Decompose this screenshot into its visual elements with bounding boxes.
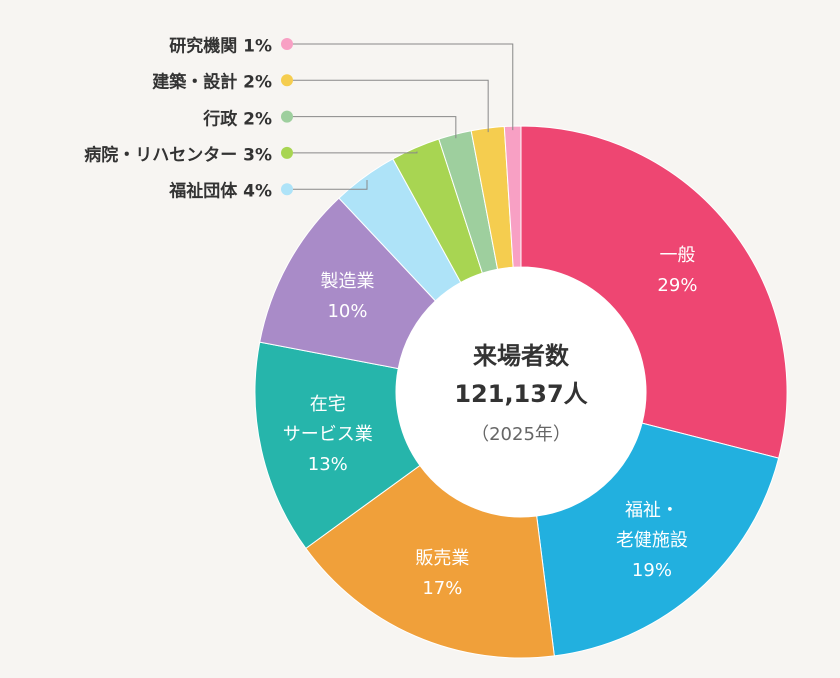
- slice-label: 福祉・ 老健施設 19%: [577, 496, 727, 586]
- slice-value: 13%: [307, 454, 348, 476]
- slice-value: 1%: [243, 36, 272, 57]
- slice-label: 製造業 10%: [272, 267, 422, 327]
- legend-dot: [281, 146, 293, 159]
- leader-line: [293, 43, 514, 131]
- slice-value: 17%: [422, 577, 463, 599]
- legend-dot: [281, 38, 293, 50]
- slice-name: 一般: [659, 244, 696, 266]
- legend-dot: [281, 74, 293, 87]
- slice-name: 福祉団体: [169, 181, 238, 202]
- slice-name: 建築・設計: [152, 72, 238, 93]
- donut-hole: [396, 267, 646, 517]
- slice-name: 病院・リハセンター: [84, 145, 238, 166]
- slice-value: 2%: [243, 72, 272, 93]
- slice-name: 研究機関: [169, 36, 238, 57]
- leader-line: [293, 116, 457, 139]
- outside-label: 行政 2%: [203, 104, 272, 129]
- slice-value: 29%: [657, 274, 698, 296]
- slice-name: 販売業: [415, 547, 470, 569]
- leader-line: [293, 180, 368, 190]
- slice-name: 行政: [203, 109, 238, 130]
- center-value: 121,137人: [454, 380, 588, 408]
- slice-label: 一般 29%: [602, 241, 752, 301]
- leader-line: [293, 151, 418, 154]
- legend-dot: [281, 183, 293, 196]
- slice-value: 19%: [631, 559, 672, 581]
- slice-value: 4%: [243, 181, 272, 202]
- slice-name: 福祉・ 老健施設: [615, 499, 688, 551]
- outside-label: 福祉団体 4%: [169, 177, 272, 202]
- slice-label: 在宅 サービス業 13%: [253, 390, 403, 480]
- outside-label: 病院・リハセンター 3%: [84, 140, 272, 165]
- slice-value: 10%: [327, 300, 368, 322]
- leader-line: [293, 79, 489, 133]
- slice-name: 在宅 サービス業: [282, 394, 373, 446]
- slice-name: 製造業: [320, 270, 375, 292]
- legend-dot: [281, 110, 293, 123]
- center-subtitle: （2025年）: [471, 424, 571, 445]
- slice-value: 3%: [243, 145, 272, 166]
- outside-label: 研究機関 1%: [169, 32, 272, 57]
- slice-value: 2%: [243, 109, 272, 130]
- outside-label: 建築・設計 2%: [152, 68, 272, 93]
- slice-label: 販売業 17%: [367, 544, 517, 604]
- center-title: 来場者数: [473, 342, 569, 370]
